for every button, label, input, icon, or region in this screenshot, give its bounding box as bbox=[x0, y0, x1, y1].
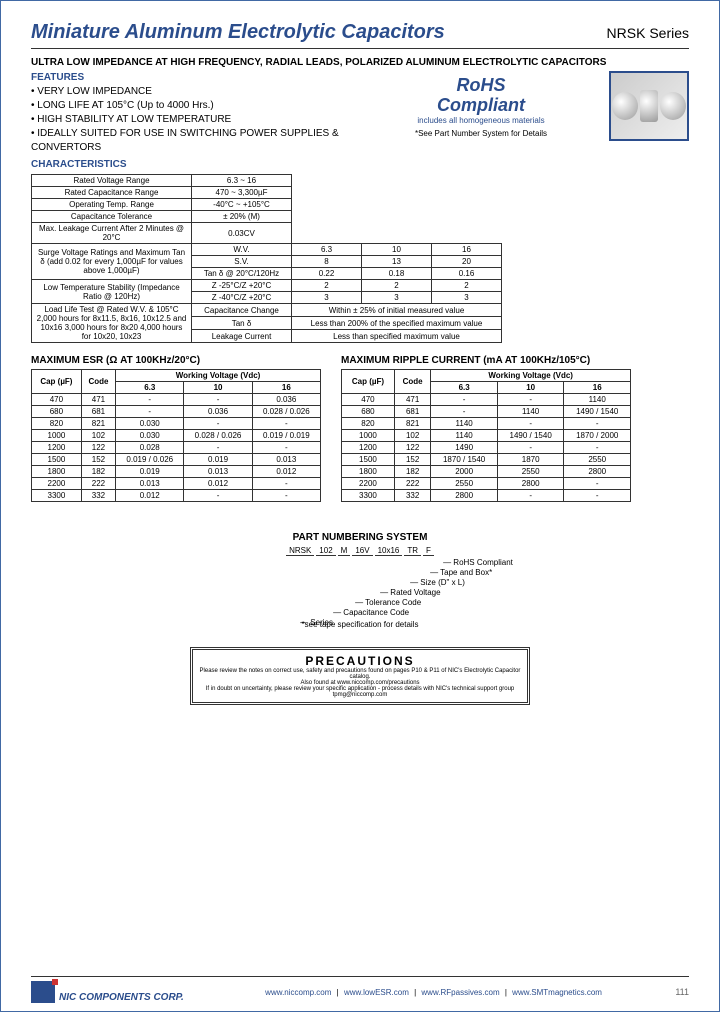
esr-title: MAXIMUM ESR (Ω AT 100KHz/20°C) bbox=[31, 355, 321, 366]
page-title: Miniature Aluminum Electrolytic Capacito… bbox=[31, 21, 445, 44]
product-photo bbox=[609, 71, 689, 141]
part-numbering: PART NUMBERING SYSTEM NRSK102M16V10x16TR… bbox=[31, 532, 689, 632]
logo-icon bbox=[31, 981, 55, 1003]
features-header: FEATURES bbox=[31, 72, 689, 83]
ripple-table: Cap (µF)CodeWorking Voltage (Vdc) 6.3101… bbox=[341, 369, 631, 502]
subtitle: ULTRA LOW IMPEDANCE AT HIGH FREQUENCY, R… bbox=[31, 57, 689, 68]
esr-table: Cap (µF)CodeWorking Voltage (Vdc) 6.3101… bbox=[31, 369, 321, 502]
footer-links: www.niccomp.com | www.lowESR.com | www.R… bbox=[192, 988, 675, 997]
series-label: NRSK Series bbox=[607, 25, 689, 41]
footer: NIC COMPONENTS CORP. www.niccomp.com | w… bbox=[31, 976, 689, 1003]
features-list: • VERY LOW IMPEDANCE • LONG LIFE AT 105°… bbox=[31, 85, 689, 155]
ripple-title: MAXIMUM RIPPLE CURRENT (mA AT 100KHz/105… bbox=[341, 355, 631, 366]
rohs-badge: RoHS Compliant includes all homogeneous … bbox=[391, 76, 571, 138]
characteristics-table: Rated Voltage Range6.3 ~ 16 Rated Capaci… bbox=[31, 174, 502, 343]
logo: NIC COMPONENTS CORP. bbox=[31, 981, 184, 1003]
precautions-box: PRECAUTIONS Please review the notes on c… bbox=[190, 647, 530, 705]
page-number: 111 bbox=[675, 987, 689, 997]
characteristics-header: CHARACTERISTICS bbox=[31, 159, 689, 170]
